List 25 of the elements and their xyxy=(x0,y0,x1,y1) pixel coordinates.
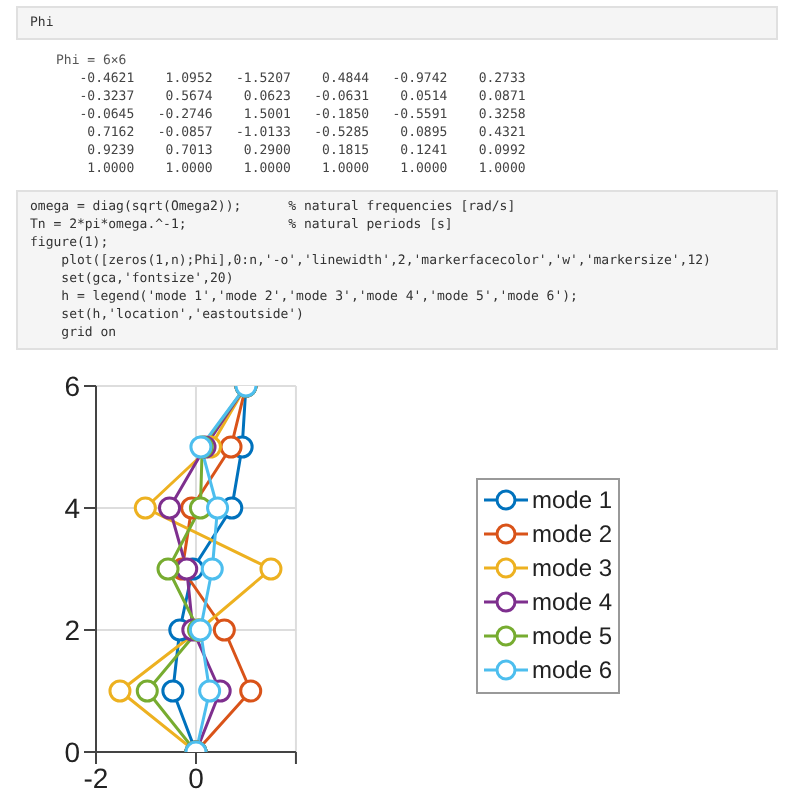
legend-label: mode 3 xyxy=(531,554,612,582)
point xyxy=(161,679,185,703)
point xyxy=(156,557,180,581)
point xyxy=(108,679,132,703)
point xyxy=(212,618,236,642)
y-tick-label: 4 xyxy=(64,491,81,524)
point xyxy=(133,496,157,520)
point xyxy=(158,496,182,520)
point xyxy=(239,679,263,703)
legend-label: mode 2 xyxy=(531,520,612,548)
point xyxy=(175,557,199,581)
point xyxy=(259,557,283,581)
legend-label: mode 1 xyxy=(531,486,612,514)
y-tick-label: 0 xyxy=(64,735,81,768)
legend-label: mode 5 xyxy=(531,622,612,650)
x-tick-label: -2 xyxy=(83,761,109,794)
point xyxy=(200,557,224,581)
point xyxy=(198,679,222,703)
y-tick-label: 6 xyxy=(64,369,81,402)
point xyxy=(219,435,243,459)
legend-label: mode 4 xyxy=(531,588,612,616)
legend-label: mode 6 xyxy=(531,656,612,684)
y-tick-label: 2 xyxy=(64,613,81,646)
point xyxy=(206,496,230,520)
point xyxy=(135,679,159,703)
